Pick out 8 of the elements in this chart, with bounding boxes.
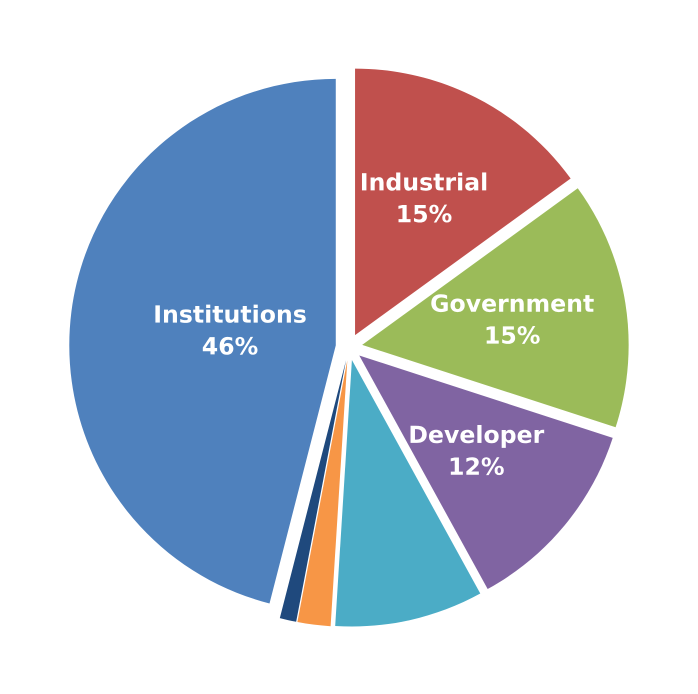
slice-label: Institutions xyxy=(155,304,306,323)
data-label: 15% xyxy=(486,326,540,344)
data-label: 15% xyxy=(398,204,452,223)
data-label: 46% xyxy=(202,336,258,355)
data-label: 12% xyxy=(450,457,504,476)
slice-label: Government xyxy=(431,294,594,312)
slice-label: Industrial xyxy=(362,172,486,191)
slice-label: Developer xyxy=(410,424,544,448)
